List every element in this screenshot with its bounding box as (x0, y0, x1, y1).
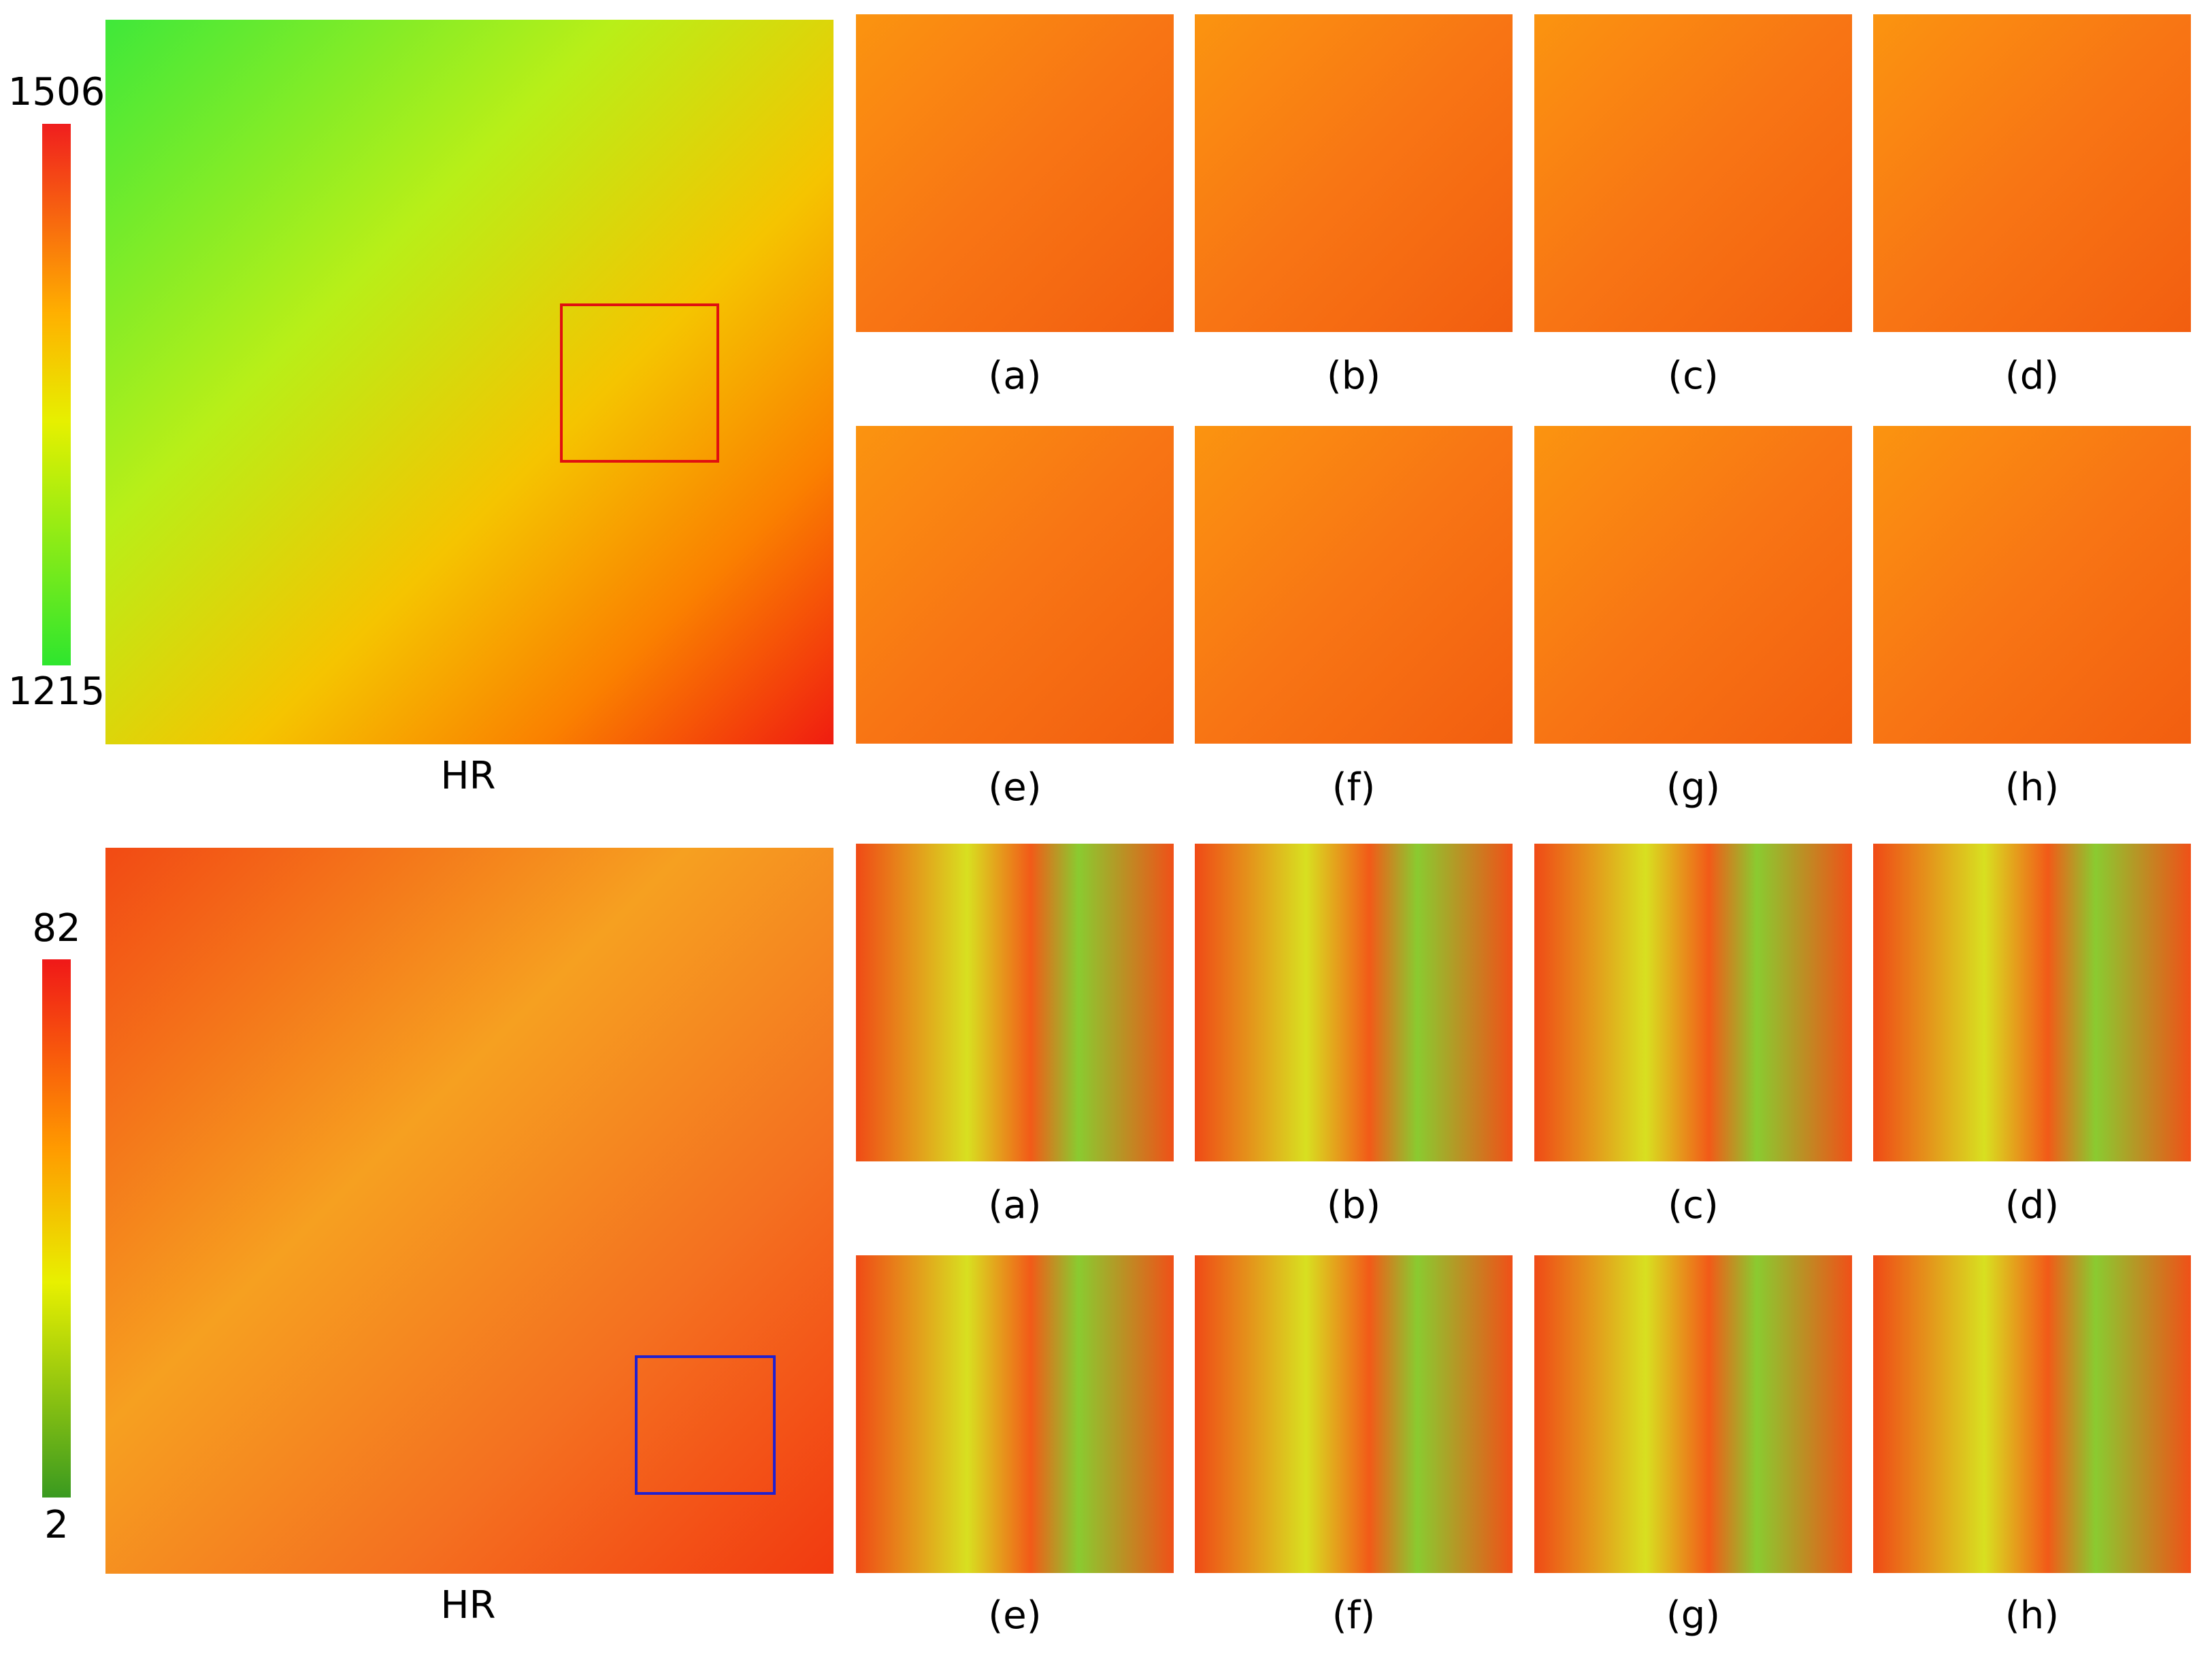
colorbar-min: 1215 (8, 669, 105, 714)
crop-label: (c) (1668, 354, 1718, 398)
crop-image (1873, 426, 2191, 744)
crop-image (1534, 426, 1852, 744)
crop-label: (d) (2005, 354, 2059, 398)
crop-label: (h) (2005, 1593, 2059, 1638)
crop-label: (d) (2005, 1183, 2059, 1227)
zoom-box (635, 1355, 776, 1495)
crop-label: (e) (988, 1593, 1041, 1638)
colorbar (42, 124, 71, 665)
crop-image (856, 14, 1174, 332)
crop-image (1534, 14, 1852, 332)
crop-image (1534, 1255, 1852, 1573)
crop-image (1873, 844, 2191, 1161)
colorbar-max: 82 (32, 906, 80, 950)
crop-image (1195, 844, 1513, 1161)
main-image (105, 848, 833, 1574)
main-label: HR (440, 754, 495, 798)
crop-image (856, 844, 1174, 1161)
main-label: HR (440, 1583, 495, 1627)
crop-label: (e) (988, 765, 1041, 810)
zoom-box (560, 303, 719, 463)
crop-label: (f) (1332, 1593, 1375, 1638)
crop-image (1195, 14, 1513, 332)
crop-label: (b) (1327, 354, 1381, 398)
crop-label: (g) (1666, 1593, 1720, 1638)
crop-label: (a) (988, 1183, 1041, 1227)
colorbar (42, 959, 71, 1498)
crop-label: (b) (1327, 1183, 1381, 1227)
crop-label: (a) (988, 354, 1041, 398)
crop-label: (c) (1668, 1183, 1718, 1227)
crop-image (1873, 14, 2191, 332)
main-image (105, 20, 833, 744)
crop-image (1534, 844, 1852, 1161)
crop-image (1195, 1255, 1513, 1573)
crop-label: (g) (1666, 765, 1720, 810)
crop-image (856, 426, 1174, 744)
crop-image (856, 1255, 1174, 1573)
crop-label: (f) (1332, 765, 1375, 810)
crop-image (1195, 426, 1513, 744)
crop-label: (h) (2005, 765, 2059, 810)
crop-image (1873, 1255, 2191, 1573)
colorbar-min: 2 (44, 1503, 69, 1547)
colorbar-max: 1506 (8, 70, 105, 114)
